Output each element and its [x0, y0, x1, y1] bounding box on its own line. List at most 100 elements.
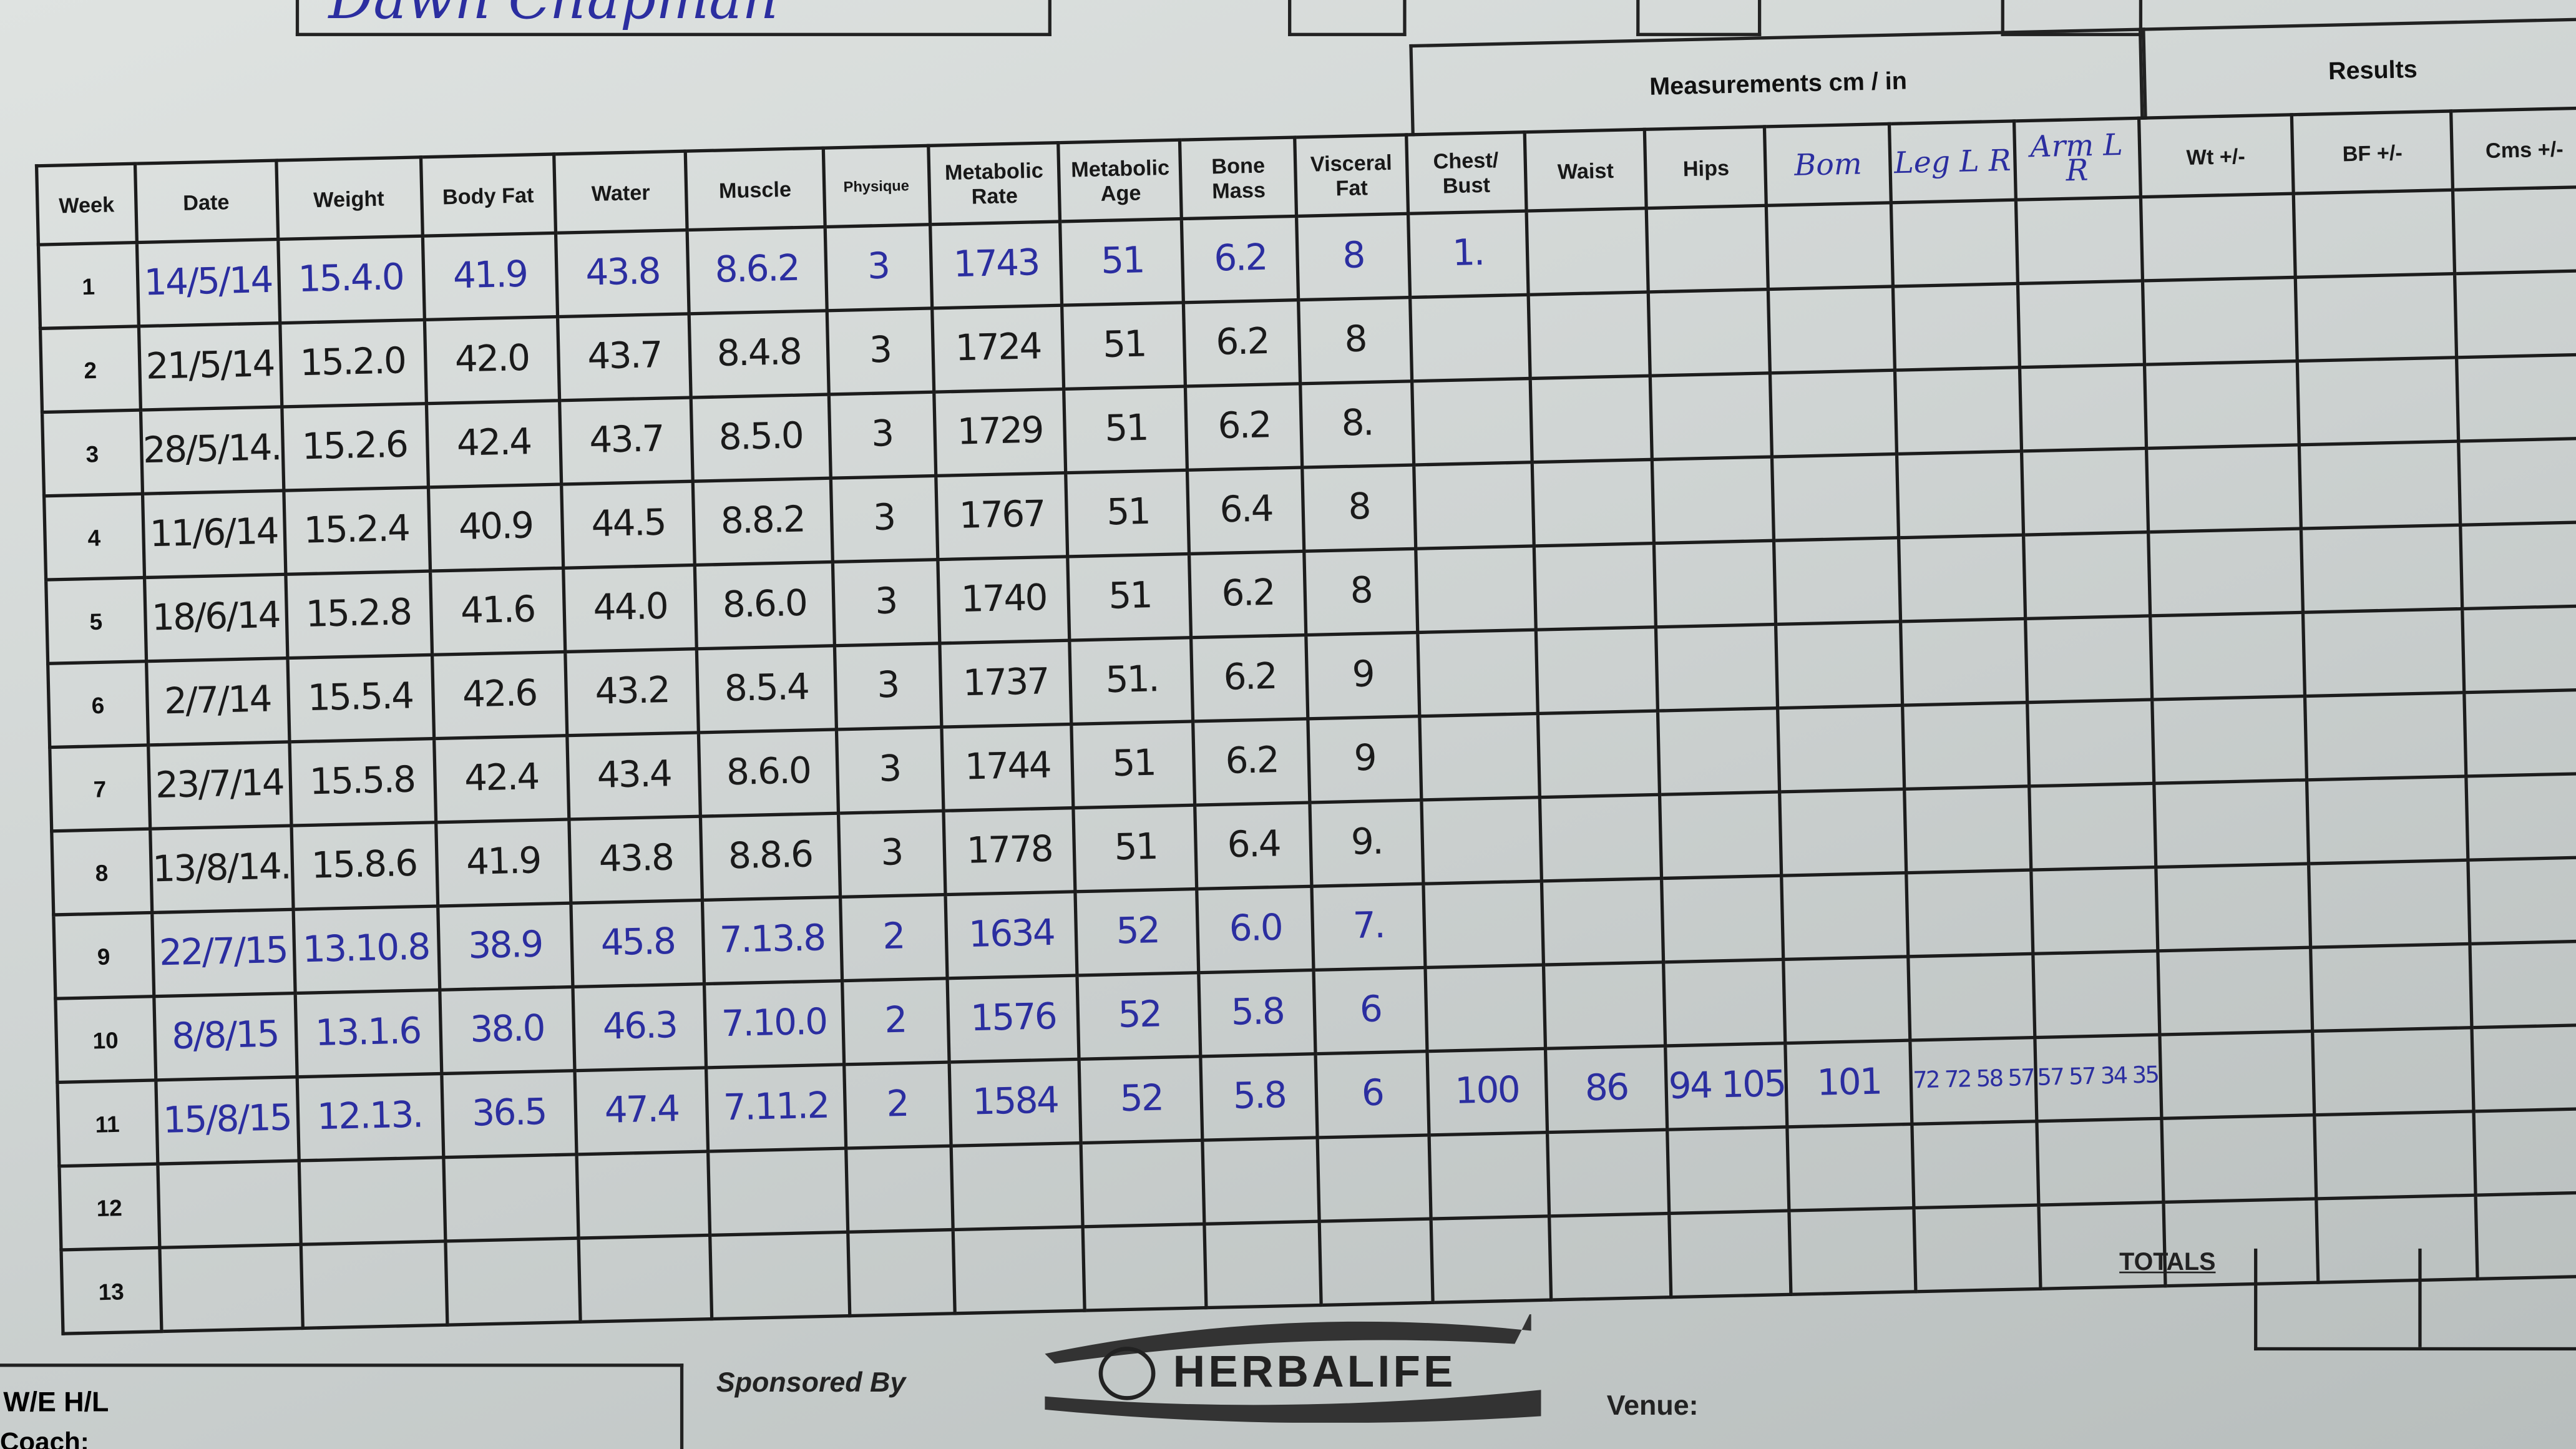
cell-metabolic-age: 52	[1078, 972, 1201, 1060]
cell-body-fat: 38.9	[437, 903, 573, 990]
cell-hips	[1667, 1126, 1790, 1214]
column-header: Bone Mass	[1180, 137, 1297, 219]
cell-date: 8/8/15	[154, 993, 297, 1080]
cell-wt	[2147, 529, 2303, 616]
cell-arm-l-r	[2031, 867, 2157, 954]
cell-metabolic-rate	[952, 1226, 1086, 1314]
cell-metabolic-rate: 1767	[935, 472, 1069, 560]
cell-water: 45.8	[571, 900, 705, 987]
cell-metabolic-rate: 1744	[940, 724, 1075, 811]
cell-wt	[2142, 277, 2298, 365]
herbalife-logo: HERBALIFE	[1045, 1314, 1541, 1423]
week-number: 2	[40, 326, 140, 412]
cell-bone-mass: 6.2	[1189, 551, 1307, 638]
cell-metabolic-rate: 1724	[931, 305, 1065, 393]
cell-bone-mass: 5.8	[1201, 1053, 1318, 1141]
cell-visceral-fat: 8	[1304, 549, 1418, 635]
week-number: 5	[46, 577, 147, 664]
cell-body-fat: 38.0	[439, 987, 575, 1074]
cell-metabolic-age: 51	[1060, 218, 1184, 306]
cell-metabolic-age: 51	[1062, 302, 1186, 389]
column-header: Bom	[1765, 124, 1891, 206]
cell-bone-mass: 6.4	[1188, 467, 1304, 554]
cell-date: 13/8/14.	[150, 826, 293, 913]
cell-physique: 2	[842, 978, 949, 1065]
cell-metabolic-rate	[950, 1143, 1084, 1230]
week-number: 8	[51, 829, 152, 915]
cell-visceral-fat: 6	[1315, 1051, 1429, 1138]
cell-bom	[1780, 789, 1907, 876]
cell-metabolic-age: 52	[1076, 889, 1199, 976]
cell-waist	[1539, 794, 1662, 881]
venue-label: Venue:	[1606, 1390, 1699, 1422]
cell-water: 43.8	[556, 230, 690, 317]
cell-arm-l-r	[2015, 197, 2142, 284]
cell-bone-mass	[1204, 1221, 1322, 1308]
cell-hips	[1660, 791, 1782, 879]
week-number: 4	[44, 494, 145, 580]
cell-weight	[298, 1157, 445, 1245]
week-number: 9	[53, 912, 154, 999]
cell-cms	[2462, 605, 2576, 693]
cell-weight: 13.10.8	[293, 906, 439, 993]
column-header: Chest/ Bust	[1406, 132, 1526, 214]
cell-hips	[1658, 708, 1780, 795]
cell-metabolic-rate: 1743	[929, 221, 1063, 308]
cell-bone-mass: 6.2	[1193, 718, 1310, 806]
cell-bone-mass: 6.2	[1184, 300, 1300, 387]
week-number: 13	[61, 1247, 162, 1334]
cell-chest-bust	[1430, 1216, 1551, 1303]
column-header: Physique	[822, 145, 930, 227]
cell-waist	[1533, 543, 1657, 630]
cell-bom	[1772, 454, 1899, 541]
cell-muscle: 8.6.0	[695, 562, 834, 649]
cell-bom	[1770, 370, 1897, 457]
cell-hips	[1664, 959, 1786, 1046]
cell-date: 14/5/14	[136, 239, 280, 326]
cell-wt	[2153, 779, 2309, 867]
extra-box	[2001, 0, 2143, 36]
cell-wt	[2140, 193, 2296, 281]
cell-bf	[2297, 357, 2459, 445]
leaf-icon	[1098, 1347, 1156, 1400]
column-header: BF +/-	[2291, 110, 2454, 194]
cell-cms	[2466, 773, 2576, 861]
column-header: Cms +/-	[2451, 107, 2576, 190]
progress-table: Week Date Weight Body Fat Water Muscle Physiqu…	[35, 106, 2576, 1335]
totals-label: TOTALS	[2119, 1248, 2216, 1277]
cell-body-fat: 40.9	[427, 484, 564, 572]
cell-wt	[2144, 361, 2300, 449]
cell-bf	[2312, 1027, 2474, 1115]
column-header: Wt +/-	[2138, 114, 2293, 197]
column-header: Metabolic Age	[1058, 140, 1183, 222]
cell-metabolic-age: 51	[1074, 805, 1198, 892]
cell-muscle: 8.4.8	[689, 310, 829, 398]
cell-leg-l-r	[1891, 200, 2017, 286]
cell-arm-l-r	[2021, 448, 2148, 535]
cell-metabolic-rate: 1634	[945, 891, 1078, 978]
cell-wt	[2160, 1115, 2316, 1203]
cell-cms	[2464, 689, 2576, 776]
cell-chest-bust: 1.	[1408, 211, 1528, 298]
cell-waist	[1541, 878, 1664, 965]
cell-water: 46.3	[573, 983, 706, 1071]
cell-body-fat: 41.9	[422, 233, 559, 320]
cell-metabolic-age: 51	[1072, 721, 1196, 808]
cell-bf	[2305, 692, 2467, 780]
cell-hips	[1647, 205, 1769, 292]
sponsored-by-label: Sponsored By	[716, 1367, 906, 1398]
cell-water: 43.8	[569, 816, 703, 904]
week-number: 6	[47, 661, 149, 748]
cell-body-fat	[442, 1154, 579, 1241]
week-number: 12	[59, 1164, 160, 1250]
cell-wt	[2159, 1031, 2315, 1119]
column-header: Arm L R	[2013, 118, 2140, 200]
cell-arm-l-r	[2019, 364, 2146, 451]
cell-bf	[2310, 944, 2472, 1032]
cell-muscle: 8.6.2	[687, 227, 827, 314]
cell-physique: 2	[844, 1062, 951, 1149]
cell-visceral-fat: 8	[1302, 465, 1416, 552]
cell-bone-mass: 6.2	[1186, 383, 1302, 471]
cell-visceral-fat: 9	[1306, 632, 1420, 719]
cell-visceral-fat: 7.	[1312, 884, 1425, 970]
